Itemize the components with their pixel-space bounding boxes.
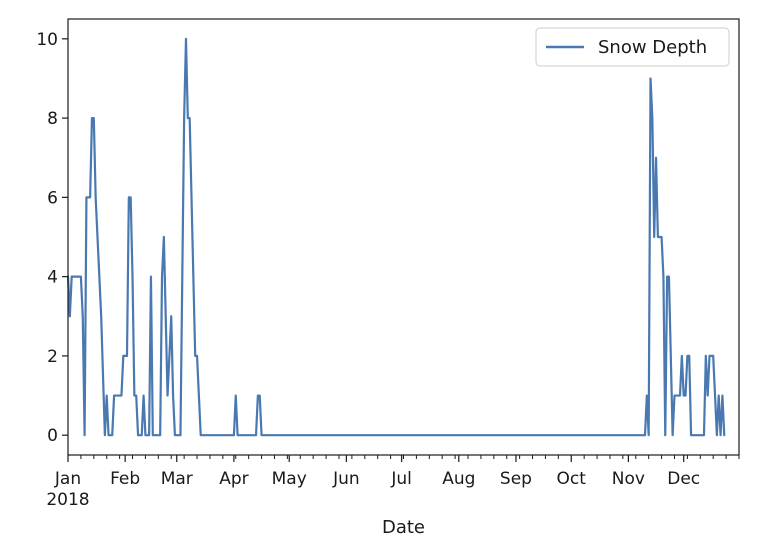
y-tick-label: 10 [36,30,58,50]
y-tick-label: 6 [47,188,58,208]
y-tick-label: 8 [47,109,58,129]
x-tick-label: Apr [219,469,248,489]
x-tick-label: Jun [332,469,360,489]
x-tick-label: Jan [54,469,81,489]
legend: Snow Depth [535,27,730,67]
series-layer [66,37,726,437]
legend-entry-snow-depth: Snow Depth [598,37,707,58]
x-tick-label: Oct [557,469,587,489]
y-tick-label: 0 [47,426,58,446]
x-tick-label: Jul [390,469,412,489]
x-axis: Jan Feb Mar Apr May Jun Jul Aug Sep Oct Nov Dec [54,455,740,489]
x-tick-label: Sep [500,469,532,489]
y-tick-label: 2 [47,347,58,367]
x-tick-label: May [272,469,307,489]
x-tick-label: Mar [161,469,193,489]
x-axis-label: Date [382,517,425,538]
y-axis: 0 2 4 6 8 10 [36,30,68,446]
y-tick-label: 4 [47,268,58,288]
x-tick-label: Nov [612,469,645,489]
legend-box [535,27,730,67]
series-line-0 [66,37,726,437]
x-axis-year-label: 2018 [46,490,89,510]
x-tick-label: Aug [442,469,475,489]
x-tick-label: Dec [667,469,700,489]
x-tick-label: Feb [110,469,140,489]
